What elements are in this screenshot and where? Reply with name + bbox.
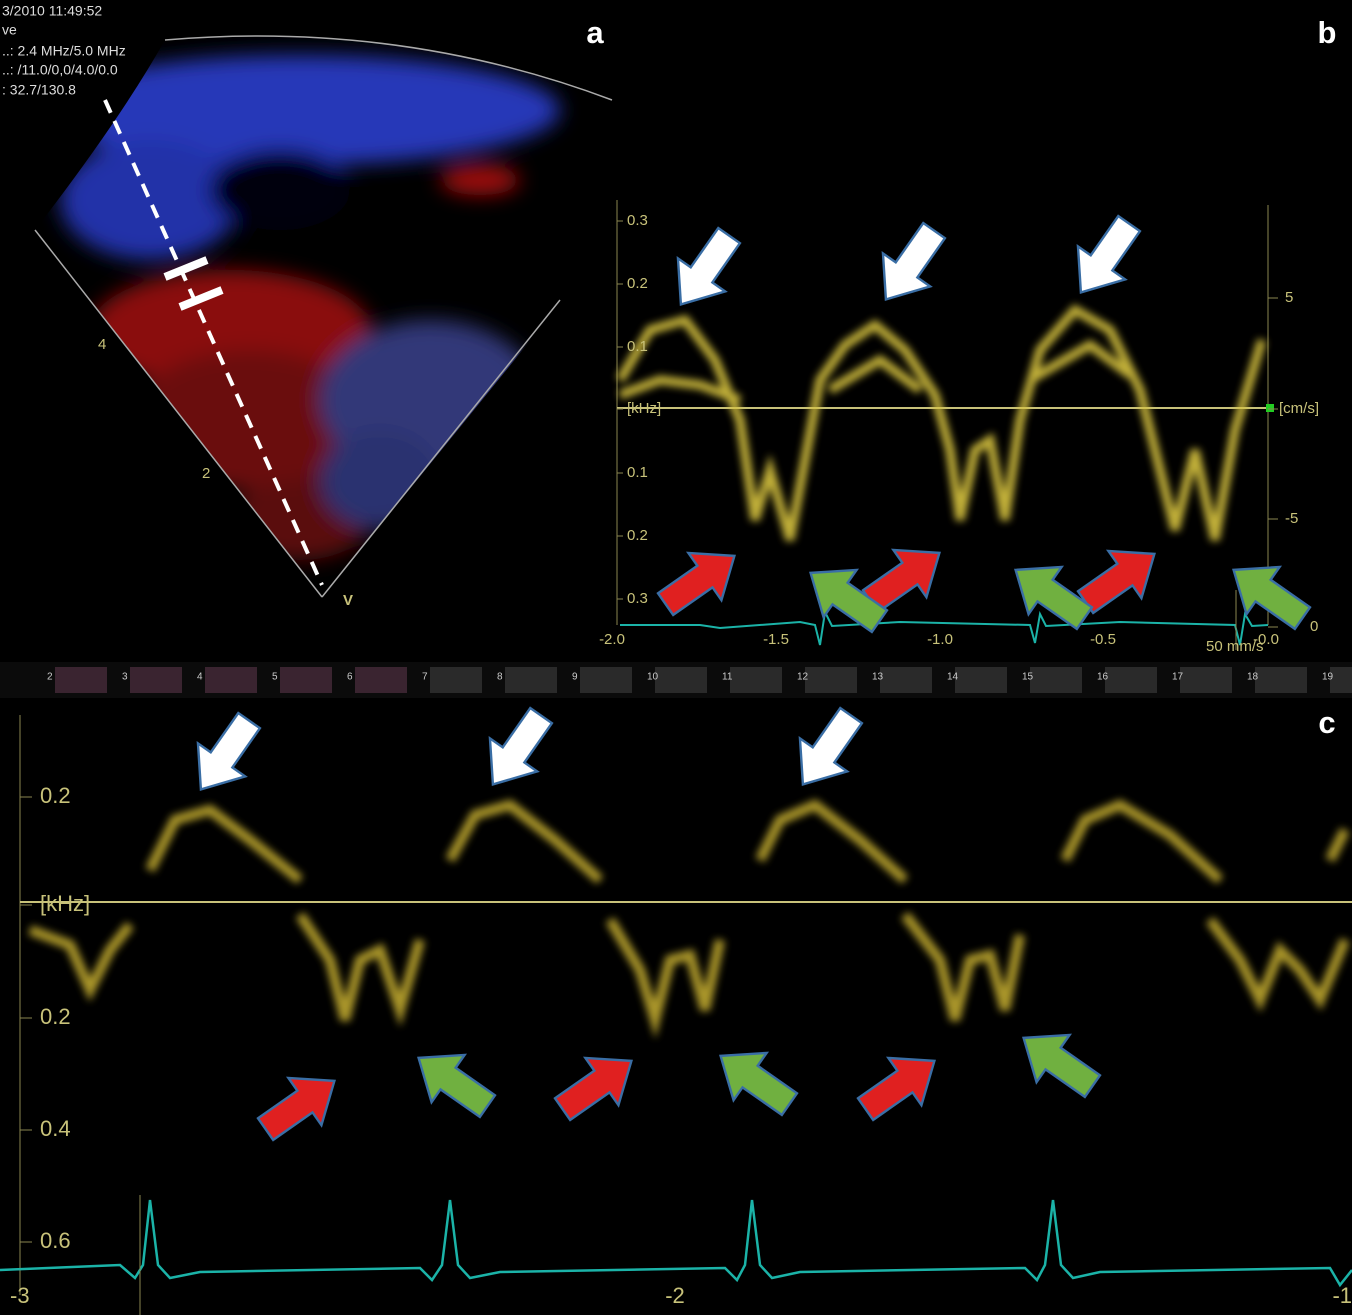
thumbnail (430, 667, 482, 693)
marker (1266, 404, 1274, 412)
thumbnail-number: 3 (122, 672, 128, 683)
thumbnail (1180, 667, 1232, 693)
x-tick-label: -0.0 (1253, 631, 1279, 648)
y-tick-label: 0.2 (627, 527, 648, 544)
thumbnail-number: 18 (1247, 672, 1259, 683)
x-tick-label: -1.5 (763, 631, 789, 648)
sector-outline (34, 35, 613, 598)
thumbnail-number: 13 (872, 672, 884, 683)
thumbnail-number: 10 (647, 672, 659, 683)
y-tick-label: 0.2 (40, 783, 71, 808)
depth-mark: 2 (202, 465, 210, 482)
y2-tick-label: -5 (1285, 510, 1298, 527)
apex-label: V (343, 592, 353, 609)
thumbnail-number: 7 (422, 672, 428, 683)
thumbnail-number: 14 (947, 672, 959, 683)
thumbnails: 2 3 4 5 6 7 8 9 10 11 12 13 14 15 16 17 18 19 (47, 667, 1352, 693)
thumbnail-number: 17 (1172, 672, 1184, 683)
y-tick-label: 0.2 (40, 1004, 71, 1029)
y-tick-label: 0.4 (40, 1116, 71, 1141)
doppler-spectrum (28, 799, 1350, 1039)
y2-tick-label: 0 (1310, 618, 1318, 635)
thumbnail (655, 667, 707, 693)
x-tick-label: -2 (665, 1283, 685, 1308)
doppler-spectrum (616, 304, 1267, 542)
thumbnail (805, 667, 857, 693)
thumbnail (1030, 667, 1082, 693)
ecg-trace (620, 608, 1269, 646)
x-tick-label: -3 (10, 1283, 30, 1308)
y-tick-label: 0.1 (627, 338, 648, 355)
sample-gate (163, 256, 209, 281)
ecg-trace (0, 1199, 1352, 1288)
labels: a 3/2010 11:49:52 ve ..: 2.4 MHz/5.0 MHz..:… (2, 3, 1352, 1308)
thumbnail (955, 667, 1007, 693)
x-tick-label: -1 (1332, 1283, 1352, 1308)
y2-tick-label: [cm/s] (1279, 400, 1319, 417)
thumbnail (355, 667, 407, 693)
thumbnail (880, 667, 932, 693)
scan-info: ..: 2.4 MHz/5.0 MHz (2, 43, 126, 59)
x-tick-label: -0.5 (1090, 631, 1116, 648)
thumbnail (730, 667, 782, 693)
y-tick-label: 0.2 (627, 275, 648, 292)
thumbnail-number: 8 (497, 672, 503, 683)
thumbnail (280, 667, 332, 693)
y-tick-label: 0.3 (627, 590, 648, 607)
thumbnail-number: 15 (1022, 672, 1034, 683)
scan-info: ve (2, 22, 17, 38)
thumbnail (1330, 667, 1352, 693)
sweep-speed: 50 mm/s (1206, 638, 1264, 655)
thumbnail-number: 12 (797, 672, 809, 683)
panel-label: b (1318, 15, 1337, 50)
y-tick-label: 0.1 (627, 464, 648, 481)
y-tick-label: [kHz] (40, 891, 90, 916)
sample-gate (178, 286, 224, 311)
thumbnail (580, 667, 632, 693)
y-tick-label: [kHz] (627, 400, 661, 417)
y-tick-label: 0.6 (40, 1228, 71, 1253)
panel-label: a (586, 15, 604, 50)
scan-info: : 32.7/130.8 (2, 82, 76, 98)
thumbnail-number: 2 (47, 672, 53, 683)
scan-info: ..: /11.0/0,0/4.0/0.0 (2, 62, 118, 78)
x-tick-label: -1.0 (927, 631, 953, 648)
thumbnail (55, 667, 107, 693)
depth-mark: 4 (98, 336, 106, 353)
scan-info: 3/2010 11:49:52 (2, 3, 102, 19)
y-tick-label: 0.3 (627, 212, 648, 229)
thumbnail-number: 6 (347, 672, 353, 683)
thumbnail-number: 5 (272, 672, 278, 683)
x-tick-label: -2.0 (599, 631, 625, 648)
cursor-line (103, 99, 324, 586)
thumbnail-number: 11 (722, 672, 733, 683)
thumbnail-number: 16 (1097, 672, 1109, 683)
thumbnail (1105, 667, 1157, 693)
thumbnail (130, 667, 182, 693)
panel-label: c (1318, 705, 1335, 740)
thumbnail (1255, 667, 1307, 693)
thumbnail-number: 9 (572, 672, 578, 683)
y2-tick-label: 5 (1285, 289, 1293, 306)
thumbnail-number: 4 (197, 672, 203, 683)
thumbnail-number: 19 (1322, 672, 1334, 683)
thumbnail (205, 667, 257, 693)
thumbnail (505, 667, 557, 693)
